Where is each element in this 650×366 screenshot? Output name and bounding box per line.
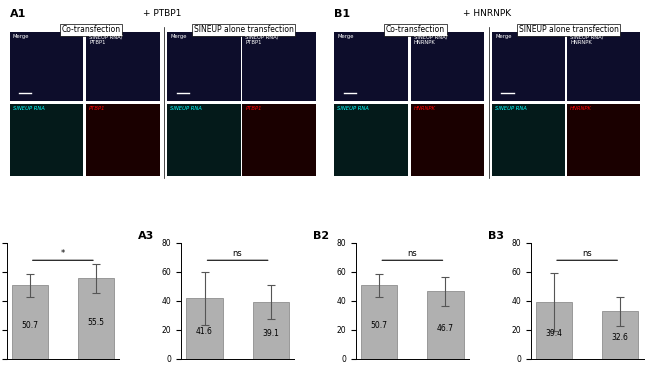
FancyBboxPatch shape — [167, 104, 240, 176]
FancyBboxPatch shape — [10, 33, 83, 101]
Text: Merge: Merge — [495, 34, 512, 39]
Text: 32.6: 32.6 — [612, 333, 629, 342]
Text: SINEUP RNA: SINEUP RNA — [13, 106, 45, 111]
FancyBboxPatch shape — [411, 33, 484, 101]
FancyBboxPatch shape — [86, 104, 159, 176]
FancyBboxPatch shape — [492, 104, 566, 176]
Text: HNRNPK: HNRNPK — [414, 106, 436, 111]
Text: ns: ns — [582, 249, 592, 258]
Text: Co-transfection: Co-transfection — [61, 25, 120, 34]
Text: 50.7: 50.7 — [21, 321, 38, 330]
FancyBboxPatch shape — [567, 104, 640, 176]
Bar — [187, 298, 223, 359]
FancyBboxPatch shape — [167, 33, 240, 101]
Text: B2: B2 — [313, 231, 330, 241]
FancyBboxPatch shape — [334, 104, 408, 176]
Text: HNRNPK: HNRNPK — [570, 106, 592, 111]
Bar — [536, 302, 572, 359]
Text: + HNRNPK: + HNRNPK — [463, 9, 512, 18]
FancyBboxPatch shape — [567, 33, 640, 101]
FancyBboxPatch shape — [242, 33, 316, 101]
Bar — [602, 311, 638, 359]
Text: SINEUP RNA: SINEUP RNA — [495, 106, 527, 111]
Text: Merge: Merge — [13, 34, 29, 39]
Text: ns: ns — [233, 249, 242, 258]
FancyBboxPatch shape — [492, 33, 566, 101]
FancyBboxPatch shape — [411, 104, 484, 176]
Bar — [252, 302, 289, 359]
Text: 39.4: 39.4 — [545, 329, 562, 337]
Text: 46.7: 46.7 — [437, 324, 454, 333]
Text: Merge: Merge — [337, 34, 354, 39]
Bar — [78, 279, 114, 359]
Text: A3: A3 — [138, 231, 155, 241]
Text: 55.5: 55.5 — [88, 318, 105, 327]
Text: SINEUP RNA/
PTBP1: SINEUP RNA/ PTBP1 — [246, 34, 279, 45]
Text: SINEUP alone transfection: SINEUP alone transfection — [194, 25, 294, 34]
Text: PTBP1: PTBP1 — [246, 106, 262, 111]
Text: SINEUP RNA: SINEUP RNA — [337, 106, 369, 111]
Text: SINEUP RNA/
HNRNPK: SINEUP RNA/ HNRNPK — [570, 34, 604, 45]
Text: PTBP1: PTBP1 — [89, 106, 106, 111]
Text: SINEUP RNA: SINEUP RNA — [170, 106, 202, 111]
Text: SINEUP RNA/
HNRNPK: SINEUP RNA/ HNRNPK — [414, 34, 447, 45]
Text: SINEUP RNA/
PTBP1: SINEUP RNA/ PTBP1 — [89, 34, 123, 45]
Bar — [12, 285, 48, 359]
FancyBboxPatch shape — [334, 33, 408, 101]
Text: B3: B3 — [488, 231, 504, 241]
FancyBboxPatch shape — [10, 104, 83, 176]
FancyBboxPatch shape — [86, 33, 159, 101]
Text: B1: B1 — [334, 9, 350, 19]
Text: Co-transfection: Co-transfection — [386, 25, 445, 34]
Text: Merge: Merge — [170, 34, 187, 39]
FancyBboxPatch shape — [242, 104, 316, 176]
Text: A1: A1 — [10, 9, 26, 19]
Text: + PTBP1: + PTBP1 — [144, 9, 182, 18]
Text: 41.6: 41.6 — [196, 327, 213, 336]
Text: SINEUP alone transfection: SINEUP alone transfection — [519, 25, 619, 34]
Text: ns: ns — [408, 249, 417, 258]
Text: 50.7: 50.7 — [370, 321, 388, 330]
Text: 39.1: 39.1 — [262, 329, 279, 338]
Text: *: * — [60, 249, 65, 258]
Bar — [427, 291, 463, 359]
Bar — [361, 285, 398, 359]
